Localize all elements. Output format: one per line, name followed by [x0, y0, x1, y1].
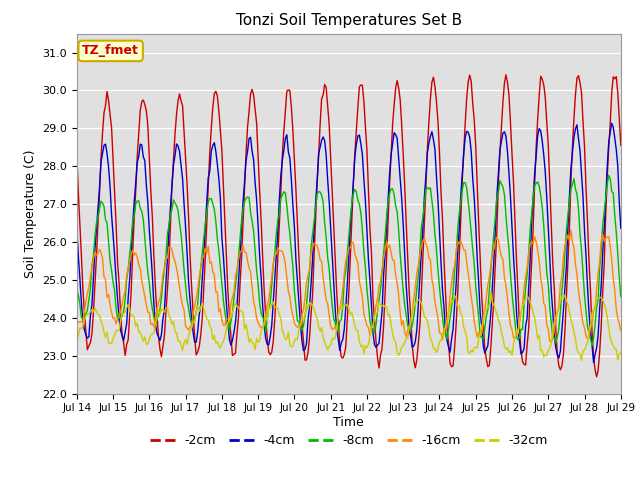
- X-axis label: Time: Time: [333, 416, 364, 429]
- Legend: -2cm, -4cm, -8cm, -16cm, -32cm: -2cm, -4cm, -8cm, -16cm, -32cm: [145, 429, 553, 452]
- Y-axis label: Soil Temperature (C): Soil Temperature (C): [24, 149, 36, 278]
- Text: TZ_fmet: TZ_fmet: [82, 44, 139, 58]
- Title: Tonzi Soil Temperatures Set B: Tonzi Soil Temperatures Set B: [236, 13, 462, 28]
